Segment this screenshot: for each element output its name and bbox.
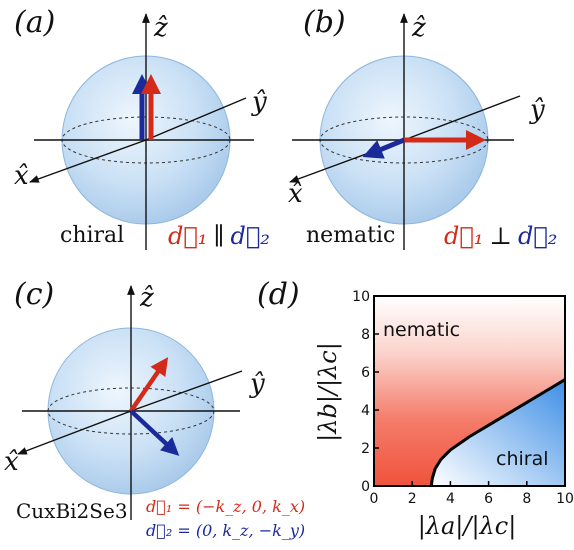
y-tick-label: 2 (361, 441, 370, 457)
x-label: x̂ (14, 161, 29, 191)
z-label: ẑ (411, 13, 426, 43)
x-axis (17, 410, 132, 455)
relation-a: d⃗₁ ∥ d⃗₂ (168, 222, 270, 250)
y-tick-label: 10 (352, 289, 370, 305)
d1-symbol: d⃗₁ (444, 222, 483, 250)
y-axis (130, 370, 243, 412)
nematic-region (374, 296, 565, 486)
x-tick-label: 8 (522, 491, 531, 507)
d2-equation: d⃗₂ = (0, k_z, −k_y) (146, 521, 305, 540)
x-tick-label: 4 (446, 491, 455, 507)
panel-a-tag: (a) (14, 5, 55, 40)
panel-b: (b) ẑ ŷ x̂ nematic d⃗₁ ⊥ d⃗₂ (288, 5, 557, 250)
d1-symbol: d⃗₁ (168, 222, 207, 250)
parallel-symbol: ∥ (213, 222, 224, 250)
d2-vector (362, 137, 405, 159)
chiral-label: chiral (60, 223, 124, 248)
y-axis-title: |λb|/|λc| (314, 342, 343, 442)
y-label: ŷ (251, 87, 267, 117)
panel-c-tag: (c) (14, 277, 54, 312)
chiral-region (431, 379, 565, 486)
x-tick-label: 6 (484, 491, 493, 507)
nematic-label: nematic (306, 223, 395, 248)
z-label: ẑ (153, 13, 168, 43)
y-axis (145, 97, 247, 141)
y-tick-label: 6 (361, 365, 370, 381)
x-axis-title: |λa|/|λc| (418, 512, 517, 541)
panel-d: (d) 0 2 4 6 8 10 0 2 4 6 8 10 nematic chiral |λa|/|… (257, 277, 574, 541)
y-tick-label: 0 (361, 479, 370, 495)
x-label: x̂ (4, 447, 19, 477)
x-tick-label: 10 (556, 491, 574, 507)
d1-equation: d⃗₁ = (−k_z, 0, k_x) (146, 497, 305, 516)
y-tick-label: 4 (361, 403, 370, 419)
y-axis (403, 95, 521, 141)
panel-b-tag: (b) (303, 5, 346, 40)
x-tick-label: 2 (408, 491, 417, 507)
plot-frame (373, 295, 566, 487)
material-label: CuxBi2Se3 (16, 499, 128, 523)
relation-b: d⃗₁ ⊥ d⃗₂ (444, 222, 557, 250)
z-label: ẑ (139, 283, 154, 313)
d1-vector (129, 357, 169, 413)
d2-symbol: d⃗₂ (230, 222, 269, 250)
x-tick-label: 0 (370, 491, 379, 507)
d2-symbol: d⃗₂ (518, 222, 557, 250)
y-label: ŷ (249, 369, 265, 399)
panel-d-tag: (d) (257, 277, 300, 312)
x-label: x̂ (288, 179, 303, 209)
x-axis (29, 139, 147, 183)
perp-symbol: ⊥ (489, 222, 512, 250)
y-tick-label: 8 (361, 327, 370, 343)
panel-c: (c) ẑ ŷ x̂ CuxBi2Se3 d⃗₁ = (−k_z, 0, k_x… (4, 277, 305, 540)
nematic-region-label: nematic (383, 319, 460, 341)
panel-a: (a) ẑ ŷ x̂ chiral d⃗₁ ∥ d⃗₂ (14, 5, 270, 250)
axis-ticks: 0 2 4 6 8 10 0 2 4 6 8 10 (352, 289, 574, 507)
chiral-region-label: chiral (496, 448, 549, 470)
phase-boundary (429, 378, 565, 486)
phase-diagram (374, 296, 565, 486)
d2-vector (129, 409, 180, 456)
y-label: ŷ (529, 95, 545, 125)
